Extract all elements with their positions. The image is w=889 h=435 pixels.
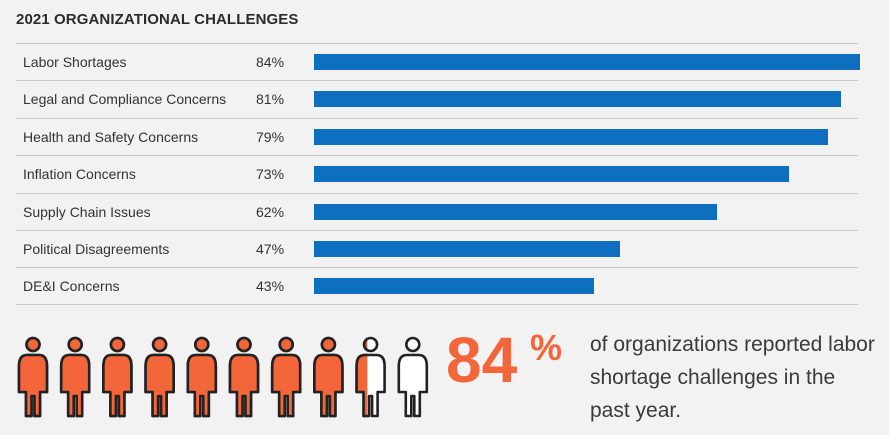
category-label: Inflation Concerns bbox=[23, 166, 136, 183]
stat-number: 84 bbox=[446, 324, 518, 396]
chart-row: Inflation Concerns 73% bbox=[16, 155, 858, 192]
chart-row: Health and Safety Concerns 79% bbox=[16, 117, 860, 155]
category-label: DE&I Concerns bbox=[23, 278, 120, 295]
category-label: Health and Safety Concerns bbox=[23, 128, 199, 145]
stat-percent-sign: % bbox=[530, 327, 563, 368]
value-label: 79% bbox=[256, 128, 285, 145]
category-label: Political Disagreements bbox=[23, 240, 170, 257]
chart-row: DE&I Concerns 43% bbox=[16, 267, 860, 305]
value-label: 81% bbox=[256, 91, 285, 108]
value-label: 84% bbox=[256, 54, 285, 70]
bar bbox=[314, 240, 620, 257]
value-label: 43% bbox=[256, 278, 285, 295]
person-icon bbox=[270, 336, 302, 418]
bar bbox=[314, 128, 828, 145]
chart-row: Political Disagreements 47% bbox=[16, 229, 860, 267]
bar-track bbox=[314, 203, 860, 220]
bar-track bbox=[314, 278, 860, 295]
person-icon bbox=[397, 336, 429, 418]
person-icon bbox=[228, 336, 260, 418]
bar bbox=[314, 166, 789, 183]
bar-chart: Labor Shortages 84% Legal and Compliance C… bbox=[16, 43, 860, 305]
value-label: 47% bbox=[256, 240, 285, 257]
category-label: Supply Chain Issues bbox=[23, 203, 151, 220]
bar-track bbox=[314, 54, 860, 70]
bar bbox=[314, 203, 717, 220]
bar bbox=[314, 91, 841, 108]
person-icon bbox=[59, 336, 91, 418]
bar bbox=[314, 54, 860, 70]
person-icon bbox=[186, 336, 218, 418]
stat-description: of organizations reported labor shortage… bbox=[590, 333, 875, 422]
value-label: 62% bbox=[256, 203, 285, 220]
bar bbox=[314, 278, 594, 295]
person-icon bbox=[144, 336, 175, 418]
category-label: Labor Shortages bbox=[23, 54, 127, 70]
person-icon bbox=[17, 336, 49, 418]
value-label: 73% bbox=[256, 166, 285, 183]
category-label: Legal and Compliance Concerns bbox=[23, 91, 227, 108]
bar-track bbox=[314, 91, 860, 108]
bar-track bbox=[314, 128, 860, 145]
people-pictogram bbox=[17, 336, 429, 418]
person-icon bbox=[355, 336, 386, 418]
bar-track bbox=[314, 166, 860, 183]
bar-track bbox=[314, 240, 860, 257]
person-icon bbox=[102, 336, 133, 418]
chart-row: Labor Shortages 84% bbox=[16, 43, 860, 80]
chart-row: Supply Chain Issues 62% bbox=[16, 192, 860, 230]
chart-row: Legal and Compliance Concerns 81% bbox=[16, 80, 858, 117]
chart-title: 2021 ORGANIZATIONAL CHALLENGES bbox=[16, 11, 299, 28]
person-icon bbox=[313, 336, 344, 418]
